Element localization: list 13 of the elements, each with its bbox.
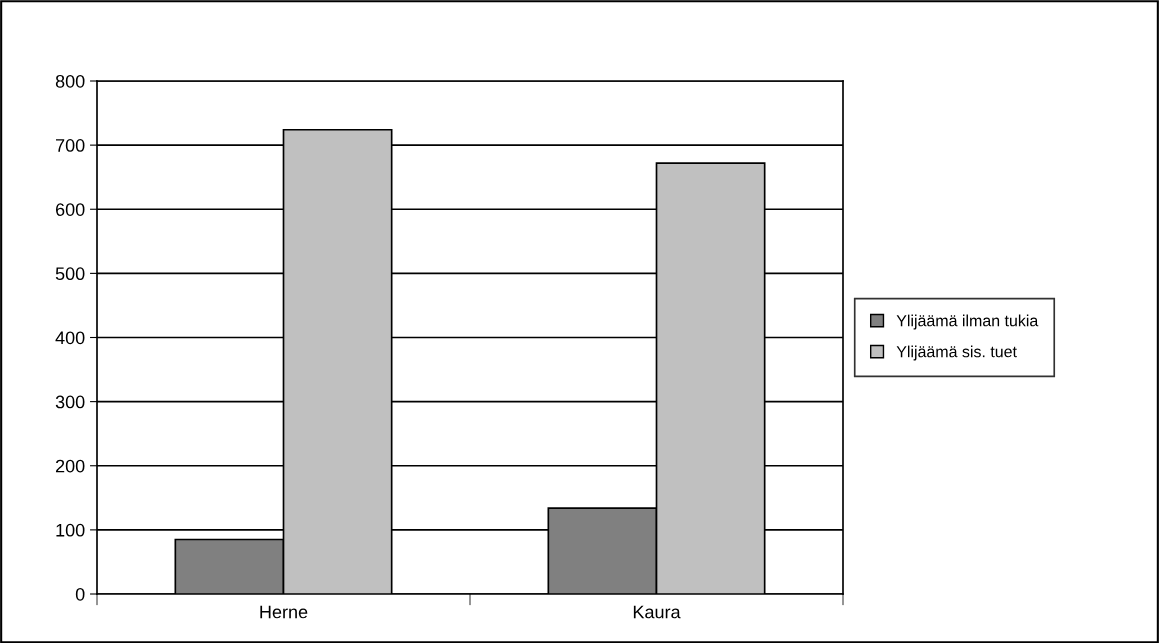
y-tick-label: 500	[55, 267, 85, 281]
legend-label: Ylijäämä sis. tuet	[896, 345, 1017, 361]
legend-label: Ylijäämä ilman tukia	[896, 314, 1039, 330]
y-tick-label: 300	[55, 395, 85, 409]
y-tick-label: 100	[56, 523, 85, 537]
y-tick-label: 700	[56, 139, 85, 152]
y-tick-label: 400	[55, 331, 85, 345]
y-tick-label: 200	[55, 459, 85, 473]
x-tick-label: Herne	[260, 605, 308, 619]
y-tick-label: 600	[55, 203, 85, 216]
x-tick-label: Kaura	[633, 605, 681, 619]
y-tick-label: 0	[75, 587, 85, 601]
y-tick-label: 800	[55, 74, 85, 88]
